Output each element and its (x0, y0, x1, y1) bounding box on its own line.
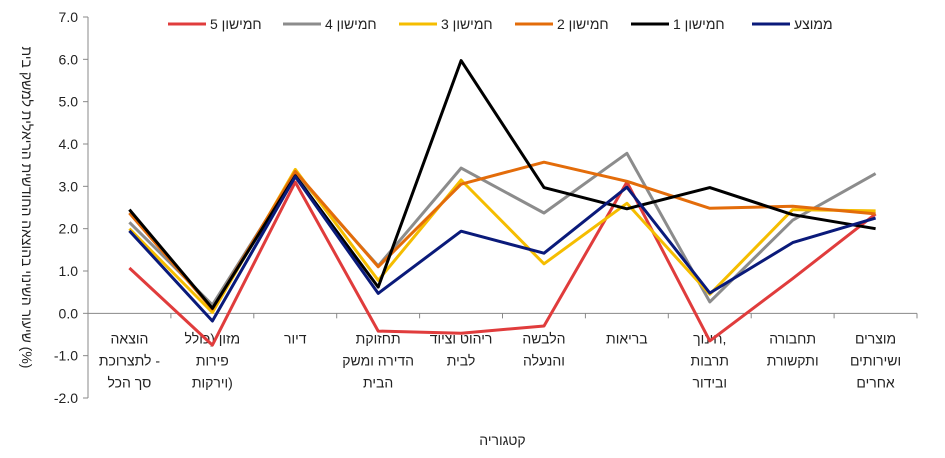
category-label-line: דיור (284, 330, 307, 346)
category-label: הוצאה לתצרוכת - סך הכל (99, 330, 160, 390)
category-label: תחזוקת הדירה ומשק הבית (342, 330, 414, 390)
y-axis-title: שיעור השינוי בהוצאה החודשית הריאלית למשק… (19, 47, 35, 369)
legend: חמישון 5 חמישון 4 חמישון 3 חמישון 2 חמישון 1… (168, 16, 833, 32)
category-label-line: פירות (196, 352, 229, 368)
legend-label: חמישון 5 (210, 16, 262, 32)
category-label-line: אחרים (856, 374, 895, 390)
y-tick-label: 0.0 (59, 305, 79, 321)
series-line (128, 180, 877, 347)
category-label-line: הוצאה (111, 330, 149, 346)
y-tick-label: 6.0 (59, 51, 79, 67)
legend-label: ממוצע (794, 16, 833, 32)
y-tick-label: -1.0 (54, 348, 78, 364)
x-axis: הוצאה לתצרוכת - סך הכל מזון (כולל פירות וירקו… (87, 312, 918, 390)
category-label-line: מוצרים (855, 330, 896, 346)
category-label: בריאות (606, 330, 648, 346)
y-tick-label: 5.0 (59, 94, 79, 110)
category-label-line: ותקשורת (767, 352, 819, 368)
category-label: דיור (284, 330, 307, 346)
series-line (128, 175, 877, 323)
category-label: הלבשה והנעלה (522, 330, 565, 368)
y-tick-label: 4.0 (59, 136, 79, 152)
category-label: מוצרים ושירותים אחרים (850, 330, 901, 390)
legend-label: חמישון 3 (441, 16, 493, 32)
category-label-line: סך הכל (108, 374, 152, 390)
category-label-line: מזון (כולל (185, 330, 241, 346)
category-label-line: ושירותים (850, 352, 901, 368)
category-label-line: לבית (447, 352, 476, 368)
category-label-line: הדירה ומשק (342, 352, 414, 368)
category-label-line: תרבות (691, 352, 729, 368)
y-tick-label: -2.0 (54, 390, 78, 406)
y-axis: 7.0 6.0 5.0 4.0 3.0 2.0 1.0 0.0 -1.0 -2.0 (54, 9, 89, 406)
category-label-line: והנעלה (523, 352, 565, 368)
legend-label: חמישון 2 (557, 16, 609, 32)
legend-label: חמישון 4 (325, 16, 377, 32)
series-line (128, 59, 876, 310)
y-tick-label: 7.0 (59, 9, 79, 25)
y-tick-label: 2.0 (59, 221, 79, 237)
category-label-line: תחזוקת (356, 330, 401, 346)
category-label-line: לתצרוכת - (99, 352, 160, 368)
category-label: מזון (כולל פירות וירקות) (185, 330, 241, 390)
category-label-line: ריהוט וציוד (430, 330, 493, 346)
category-label-line: הבית (363, 374, 393, 390)
category-label: תחבורה ותקשורת (767, 330, 819, 368)
category-label-line: וירקות) (192, 374, 233, 390)
category-label-line: הלבשה (522, 330, 565, 346)
category-label: ריהוט וציוד לבית (430, 330, 493, 368)
y-tick-label: 3.0 (59, 178, 79, 194)
y-tick-label: 1.0 (59, 263, 79, 279)
category-label-line: ובידור (692, 374, 727, 390)
series-line (128, 151, 877, 307)
category-label-line: בריאות (606, 330, 648, 346)
category-label-line: תחבורה (769, 330, 816, 346)
legend-label: חמישון 1 (673, 16, 725, 32)
x-axis-title: קטגוריה (479, 432, 525, 448)
series-lines (128, 59, 877, 347)
